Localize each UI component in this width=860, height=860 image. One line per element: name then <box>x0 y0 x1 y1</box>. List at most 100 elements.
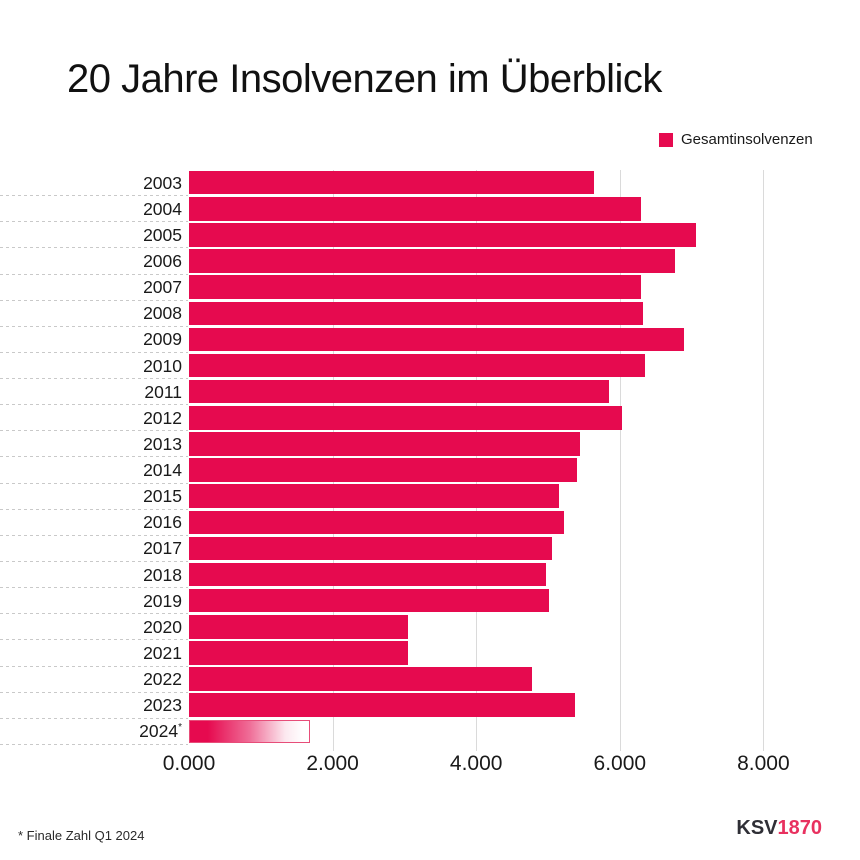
bar-row-2015: 2015 <box>0 483 860 510</box>
legend: Gesamtinsolvenzen <box>659 131 813 148</box>
ksv1870-logo: KSV1870 <box>736 817 822 840</box>
bar-2016 <box>189 510 564 535</box>
bar-2005 <box>189 223 696 247</box>
bar-2023 <box>189 693 576 717</box>
bar-2013 <box>189 432 580 456</box>
bar-row-2016: 2016 <box>0 509 860 536</box>
bar-2024 <box>189 719 311 744</box>
year-label-2023: 2023 <box>143 695 182 716</box>
year-label-2007: 2007 <box>143 277 182 298</box>
bar-2009 <box>189 327 684 352</box>
bar-row-2020: 2020 <box>0 614 860 641</box>
row-separator-line <box>0 561 188 562</box>
x-axis-tick-label: 8.000 <box>737 752 790 775</box>
bar-2015 <box>189 484 559 508</box>
bar-row-2007: 2007 <box>0 274 860 301</box>
year-label-2016: 2016 <box>143 512 182 533</box>
gridline-6.000 <box>619 170 621 751</box>
year-label-2008: 2008 <box>143 303 182 324</box>
row-separator-line <box>0 378 188 380</box>
bar-2012 <box>189 406 622 430</box>
bar-row-2019: 2019 <box>0 588 860 615</box>
year-label-2014: 2014 <box>143 460 182 481</box>
row-separator-line <box>0 456 188 458</box>
legend-label: Gesamtinsolvenzen <box>681 131 813 148</box>
row-separator-line <box>0 299 188 301</box>
row-separator-line <box>0 221 188 223</box>
bar-2014 <box>189 458 578 482</box>
bar-2004 <box>189 197 642 221</box>
bar-row-2014: 2014 <box>0 457 860 484</box>
bar-row-2004: 2004 <box>0 196 860 223</box>
row-separator-line <box>0 587 188 589</box>
logo-text-1870: 1870 <box>777 817 823 839</box>
provisional-asterisk: * <box>178 722 182 734</box>
year-label-2017: 2017 <box>143 538 182 559</box>
bar-2010 <box>189 353 645 378</box>
year-label-2020: 2020 <box>143 616 182 637</box>
x-axis-tick-label: 2.000 <box>306 752 359 775</box>
legend-color-swatch <box>659 132 673 147</box>
row-separator-line <box>0 351 188 353</box>
x-axis-tick-label: 4.000 <box>449 752 503 775</box>
row-separator-line <box>0 639 188 641</box>
bar-2008 <box>189 301 643 326</box>
bar-2011 <box>189 379 610 404</box>
year-label-2011: 2011 <box>144 381 182 402</box>
bar-row-2005: 2005 <box>0 222 860 249</box>
bar-row-2011: 2011 <box>0 379 860 406</box>
row-separator-line <box>0 613 188 615</box>
bar-2020 <box>189 615 408 639</box>
year-label-2003: 2003 <box>143 172 182 193</box>
row-separator-line <box>0 325 188 327</box>
bar-2003 <box>189 170 594 195</box>
row-separator-line <box>0 665 188 667</box>
bar-row-2021: 2021 <box>0 640 860 667</box>
row-separator-line <box>0 691 188 693</box>
row-separator-line <box>0 743 188 745</box>
bar-2019 <box>189 588 549 613</box>
year-label-2004: 2004 <box>143 198 182 219</box>
bar-2022 <box>189 667 533 691</box>
bar-row-2009: 2009 <box>0 326 860 353</box>
logo-text-ksv: KSV <box>736 817 778 839</box>
bar-2007 <box>189 275 642 299</box>
bar-2017 <box>189 536 553 561</box>
row-separator-line <box>0 717 188 719</box>
row-separator-line <box>0 247 188 249</box>
bar-row-2018: 2018 <box>0 562 860 589</box>
year-label-2022: 2022 <box>143 669 182 690</box>
year-label-2010: 2010 <box>143 355 182 376</box>
year-label-2019: 2019 <box>143 590 182 611</box>
bar-row-2013: 2013 <box>0 431 860 458</box>
row-separator-line <box>0 195 188 197</box>
x-axis-tick-label: 0.000 <box>162 752 216 775</box>
year-label-2009: 2009 <box>143 329 182 350</box>
year-label-2018: 2018 <box>143 564 182 585</box>
bar-row-2006: 2006 <box>0 248 860 275</box>
bar-row-2023: 2023 <box>0 692 860 719</box>
x-axis-tick-label: 6.000 <box>593 752 647 775</box>
bar-row-2022: 2022 <box>0 666 860 693</box>
year-label-2015: 2015 <box>143 486 182 507</box>
bar-row-2012: 2012 <box>0 405 860 432</box>
year-label-2021: 2021 <box>143 642 182 663</box>
page-title: 20 Jahre Insolvenzen im Überblick <box>67 57 662 101</box>
year-label-2024: 2024* <box>139 721 182 742</box>
gridline-8.000 <box>763 170 765 751</box>
row-separator-line <box>0 508 188 510</box>
year-label-2012: 2012 <box>143 407 182 428</box>
year-label-2013: 2013 <box>143 433 182 454</box>
bar-2006 <box>189 249 676 273</box>
bar-row-2008: 2008 <box>0 300 860 327</box>
bar-row-2017: 2017 <box>0 535 860 562</box>
year-label-2005: 2005 <box>143 224 182 245</box>
bar-row-2003: 2003 <box>0 170 860 197</box>
row-separator-line <box>0 534 188 536</box>
row-separator-line <box>0 482 188 484</box>
bar-row-2010: 2010 <box>0 353 860 380</box>
year-label-2006: 2006 <box>143 250 182 271</box>
bar-row-2024: 2024* <box>0 718 860 745</box>
